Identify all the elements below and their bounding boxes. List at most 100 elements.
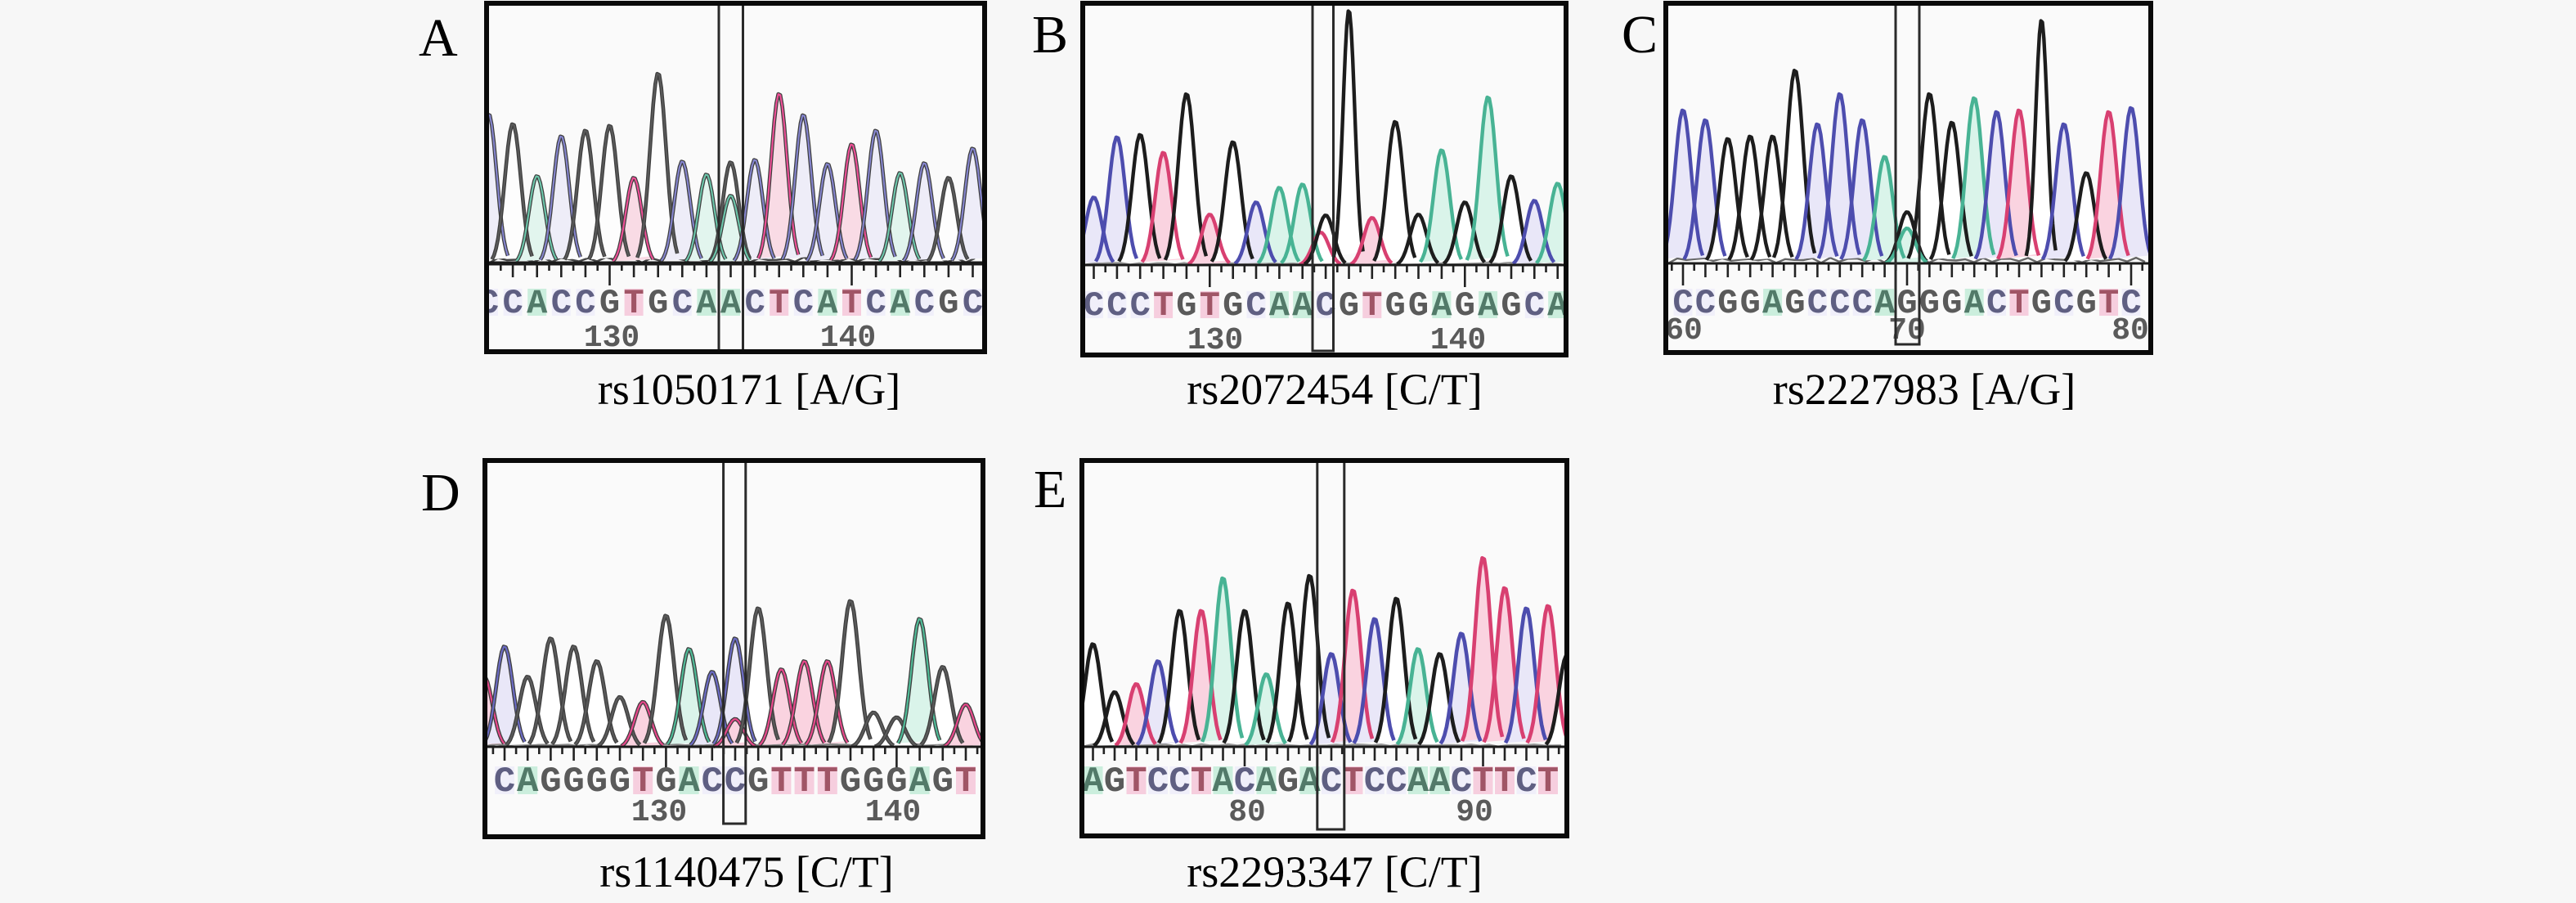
svg-text:130: 130 bbox=[584, 321, 640, 356]
svg-text:B: B bbox=[1032, 5, 1068, 65]
svg-text:C: C bbox=[1106, 286, 1127, 326]
svg-text:C: C bbox=[914, 284, 935, 323]
svg-text:T: T bbox=[1472, 761, 1493, 802]
svg-text:A: A bbox=[1407, 761, 1429, 802]
svg-text:A: A bbox=[1255, 761, 1277, 802]
svg-text:A: A bbox=[1547, 286, 1568, 326]
svg-text:G: G bbox=[1339, 286, 1359, 326]
svg-text:C: C bbox=[494, 761, 515, 802]
svg-text:C: C bbox=[1986, 284, 2007, 323]
svg-text:C: C bbox=[1169, 761, 1190, 802]
svg-text:C: C bbox=[793, 284, 814, 323]
svg-text:C: C bbox=[672, 284, 693, 323]
svg-text:C: C bbox=[1807, 284, 1828, 323]
svg-text:T: T bbox=[1342, 761, 1363, 802]
svg-text:A: A bbox=[817, 284, 838, 323]
svg-text:G: G bbox=[1919, 284, 1940, 323]
svg-text:T: T bbox=[1362, 286, 1382, 326]
svg-text:C: C bbox=[575, 284, 595, 323]
svg-text:C: C bbox=[2120, 284, 2141, 323]
svg-text:G: G bbox=[1385, 286, 1406, 326]
svg-text:C: C bbox=[1524, 286, 1545, 326]
svg-text:80: 80 bbox=[1228, 795, 1266, 830]
svg-text:A: A bbox=[1478, 286, 1499, 326]
svg-text:A: A bbox=[1964, 284, 1986, 323]
svg-text:C: C bbox=[1515, 761, 1537, 802]
svg-text:C: C bbox=[1234, 761, 1255, 802]
svg-text:G: G bbox=[563, 761, 584, 802]
svg-text:C: C bbox=[1084, 286, 1104, 326]
svg-text:G: G bbox=[609, 761, 631, 802]
svg-text:C: C bbox=[551, 284, 572, 323]
svg-text:C: C bbox=[1695, 284, 1716, 323]
svg-text:C: C bbox=[744, 284, 765, 323]
svg-text:A: A bbox=[419, 8, 458, 68]
svg-text:E: E bbox=[1034, 460, 1066, 519]
svg-text:C: C bbox=[1622, 5, 1658, 65]
svg-text:G: G bbox=[938, 284, 958, 323]
svg-text:G: G bbox=[2076, 284, 2097, 323]
svg-text:A: A bbox=[1212, 761, 1234, 802]
svg-text:G: G bbox=[863, 761, 884, 802]
svg-text:G: G bbox=[599, 284, 620, 323]
svg-text:T: T bbox=[841, 284, 862, 323]
svg-text:130: 130 bbox=[1187, 323, 1243, 358]
svg-text:140: 140 bbox=[865, 795, 921, 830]
svg-text:G: G bbox=[1784, 284, 1805, 323]
svg-text:G: G bbox=[655, 761, 676, 802]
svg-text:T: T bbox=[1125, 761, 1147, 802]
svg-text:T: T bbox=[1537, 761, 1559, 802]
svg-text:C: C bbox=[1451, 761, 1472, 802]
svg-text:T: T bbox=[2098, 284, 2119, 323]
svg-text:C: C bbox=[865, 284, 886, 323]
svg-text:G: G bbox=[886, 761, 907, 802]
svg-text:A: A bbox=[527, 284, 548, 323]
svg-text:T: T bbox=[1191, 761, 1212, 802]
svg-text:G: G bbox=[1896, 284, 1917, 323]
svg-text:C: C bbox=[1829, 284, 1850, 323]
svg-text:G: G bbox=[840, 761, 861, 802]
svg-text:A: A bbox=[678, 761, 700, 802]
svg-text:G: G bbox=[540, 761, 561, 802]
svg-text:A: A bbox=[909, 761, 931, 802]
svg-text:T: T bbox=[623, 284, 644, 323]
svg-text:80: 80 bbox=[2112, 313, 2149, 348]
svg-text:A: A bbox=[1762, 284, 1784, 323]
svg-text:A: A bbox=[1429, 761, 1451, 802]
svg-text:T: T bbox=[632, 761, 653, 802]
svg-text:G: G bbox=[1408, 286, 1429, 326]
svg-text:C: C bbox=[702, 761, 723, 802]
svg-text:G: G bbox=[747, 761, 769, 802]
svg-text:C: C bbox=[1147, 761, 1169, 802]
svg-text:rs1140475 [C/T]: rs1140475 [C/T] bbox=[599, 847, 893, 896]
svg-text:C: C bbox=[1672, 284, 1693, 323]
svg-text:G: G bbox=[1501, 286, 1521, 326]
svg-text:G: G bbox=[1176, 286, 1196, 326]
svg-text:C: C bbox=[1852, 284, 1873, 323]
svg-text:A: A bbox=[890, 284, 911, 323]
svg-text:G: G bbox=[586, 761, 608, 802]
svg-text:G: G bbox=[1941, 284, 1962, 323]
svg-text:T: T bbox=[793, 761, 815, 802]
svg-text:T: T bbox=[770, 761, 792, 802]
svg-text:G: G bbox=[1455, 286, 1475, 326]
svg-text:T: T bbox=[769, 284, 789, 323]
svg-text:C: C bbox=[963, 284, 983, 323]
svg-text:C: C bbox=[1321, 761, 1342, 802]
svg-text:C: C bbox=[478, 284, 499, 323]
svg-text:G: G bbox=[932, 761, 954, 802]
svg-text:130: 130 bbox=[631, 795, 687, 830]
svg-text:T: T bbox=[1153, 286, 1174, 326]
svg-text:T: T bbox=[955, 761, 976, 802]
svg-text:A: A bbox=[720, 284, 742, 323]
svg-text:C: C bbox=[1364, 761, 1385, 802]
svg-text:C: C bbox=[1385, 761, 1407, 802]
svg-text:T: T bbox=[817, 761, 838, 802]
svg-text:G: G bbox=[1277, 761, 1299, 802]
svg-text:A: A bbox=[1292, 286, 1313, 326]
svg-text:rs1050171 [A/G]: rs1050171 [A/G] bbox=[598, 365, 900, 414]
svg-text:A: A bbox=[1082, 761, 1104, 802]
svg-text:140: 140 bbox=[1430, 323, 1486, 358]
svg-text:T: T bbox=[2008, 284, 2029, 323]
svg-text:60: 60 bbox=[1665, 313, 1703, 348]
